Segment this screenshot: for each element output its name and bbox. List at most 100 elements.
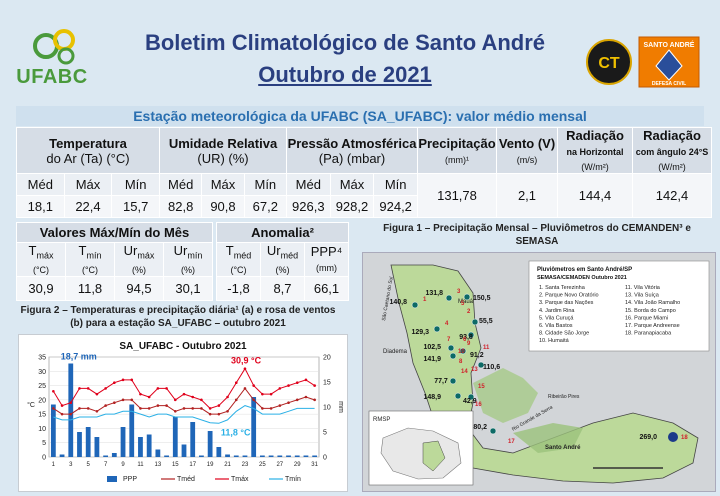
series-point-Tméd — [95, 409, 99, 413]
series-line-Tmáx — [52, 367, 315, 409]
pres-min-label: Mín — [373, 173, 418, 196]
map-legend-sub: SEMASA/CEMADEN Outubro 2021 — [537, 275, 627, 281]
hum-min-value: 67,2 — [243, 195, 288, 218]
ppp-bar — [50, 404, 56, 457]
x-tick-label: 7 — [104, 462, 108, 468]
series-point-Tméd — [182, 407, 186, 410]
series-point-Tmáx — [156, 387, 160, 390]
rain-gauge-number: 3 — [457, 289, 461, 295]
series-point-Tmáx — [287, 384, 290, 387]
series-point-Tméd — [269, 407, 273, 410]
anomaly-table: Anomalia² Tméd (°C) Urméd (%) PPP⁴ (mm) -1,… — [216, 222, 349, 301]
ppp-bar — [268, 455, 274, 457]
precip-map: São Caetano do Sul Mauá Diadema Ribeirão… — [362, 252, 716, 492]
rain-gauge-point — [489, 427, 497, 435]
series-point-Tmáx — [130, 378, 134, 382]
rain-gauge-value: 55,5 — [479, 318, 493, 325]
ppp-bar — [216, 447, 222, 457]
tmed-anom-header: Tméd (°C) — [216, 242, 261, 277]
map-legend-item: 11. Vila Vitória — [625, 285, 661, 291]
series-point-Tméd — [52, 407, 55, 410]
rain-gauge-value: 150,5 — [473, 295, 491, 302]
ppp-bar — [103, 455, 109, 457]
series-point-Tméd — [208, 412, 212, 416]
series-point-Tméd — [78, 407, 81, 410]
ppp-bar — [242, 455, 248, 457]
legend-label-Tmín: Tmín — [285, 476, 301, 483]
pres-med-value: 926,3 — [286, 195, 331, 218]
rain-gauge-point — [467, 393, 475, 401]
ufabc-logo — [26, 24, 86, 66]
series-point-Tmáx — [52, 389, 55, 393]
temp-header: Temperatura do Ar (Ta) (°C) — [16, 127, 160, 174]
place-santo-andre: Santo André — [545, 445, 581, 451]
rain-gauge-point — [467, 331, 475, 339]
series-point-Tméd — [60, 412, 64, 416]
series-point-Tméd — [243, 387, 247, 390]
x-tick-label: 23 — [242, 462, 249, 468]
series-point-Tméd — [156, 404, 160, 407]
hum-max-label: Máx — [201, 173, 245, 196]
series-point-Tméd — [217, 412, 221, 416]
map-legend-item: 17. Parque Andreense — [625, 323, 680, 329]
humidity-header: Umidade Relativa (UR) (%) — [159, 127, 287, 174]
series-point-Tmáx — [226, 395, 229, 399]
ppp-bar — [312, 455, 318, 457]
series-point-Tméd — [234, 398, 238, 402]
rain-gauge-number: 16 — [475, 402, 482, 408]
pres-max-label: Máx — [329, 173, 375, 196]
series-point-Tméd — [86, 407, 90, 410]
rain-gauge-value: 93,8 — [459, 334, 473, 341]
figure1-caption: Figura 1 – Precipitação Mensal – Pluviôm… — [383, 223, 691, 247]
urmax-header: Urmáx (%) — [114, 242, 164, 277]
ppp-bar — [138, 437, 143, 457]
rain-gauge-point — [477, 361, 485, 369]
precip-value: 131,78 — [417, 173, 497, 218]
annotation-max-ppp: 18,7 mm — [61, 352, 97, 362]
series-point-Tmáx — [243, 367, 247, 371]
series-point-Tmáx — [113, 381, 116, 385]
urmin-header: Urmín (%) — [163, 242, 213, 277]
hum-med-value: 82,8 — [158, 195, 203, 218]
rain-gauge-value: 131,8 — [425, 290, 443, 297]
figure2-caption: Figura 2 – Temperaturas e precipitação d… — [20, 305, 336, 329]
series-point-Tméd — [139, 407, 142, 410]
precip-map-svg: São Caetano do Sul Mauá Diadema Ribeirão… — [363, 253, 715, 491]
series-point-Tméd — [69, 412, 73, 416]
urmin-value: 30,1 — [163, 275, 213, 301]
map-legend-item: 16. Parque Miami — [625, 315, 668, 321]
ct-badge-text: CT — [598, 55, 620, 72]
page-title: Boletim Climatológico de Santo André — [144, 30, 546, 55]
series-point-Tmáx — [69, 401, 73, 405]
temp-min-value: 15,7 — [111, 195, 160, 218]
rad-a-value: 142,4 — [632, 173, 712, 218]
map-legend-item: 2. Parque Novo Oratório — [539, 293, 599, 299]
rain-gauge-number: 5 — [461, 301, 465, 307]
pressure-header: Pressão Atmosférica (Pa) (mbar) — [286, 127, 418, 174]
tmin-header: Tmín (°C) — [65, 242, 115, 277]
ct-badge: CT — [584, 38, 634, 86]
temp-med-value: 18,1 — [16, 195, 65, 218]
rain-gauge-value: 129,3 — [411, 329, 429, 336]
annotation-max-temp: 30,9 °C — [231, 356, 262, 366]
x-tick-label: 27 — [276, 462, 283, 468]
ppp-bar — [146, 434, 152, 457]
rain-gauge-value: 91,2 — [470, 352, 484, 359]
tmin-value: 11,8 — [65, 275, 115, 301]
rain-gauge-number: 6 — [463, 337, 467, 343]
series-point-Tmáx — [86, 387, 90, 390]
map-legend — [528, 260, 710, 352]
defesa-civil-icon: SANTO ANDRÉ DEFESA CIVIL — [638, 36, 700, 88]
rain-gauge-point — [447, 344, 455, 352]
rain-gauge-number: 8 — [459, 359, 463, 365]
series-point-Tméd — [313, 398, 316, 402]
y2-tick-label: 0 — [323, 455, 327, 462]
y-tick-label: 10 — [38, 426, 46, 433]
rain-gauge-number: 1 — [423, 297, 427, 303]
x-tick-label: 19 — [207, 462, 214, 468]
rain-gauge-number: 7 — [447, 337, 451, 343]
map-legend-item: 3. Parque das Nações — [539, 300, 594, 306]
rain-gauge-point — [463, 293, 471, 301]
rain-gauge-value: 77,7 — [434, 378, 448, 385]
rad-h-value: 144,4 — [557, 173, 633, 218]
